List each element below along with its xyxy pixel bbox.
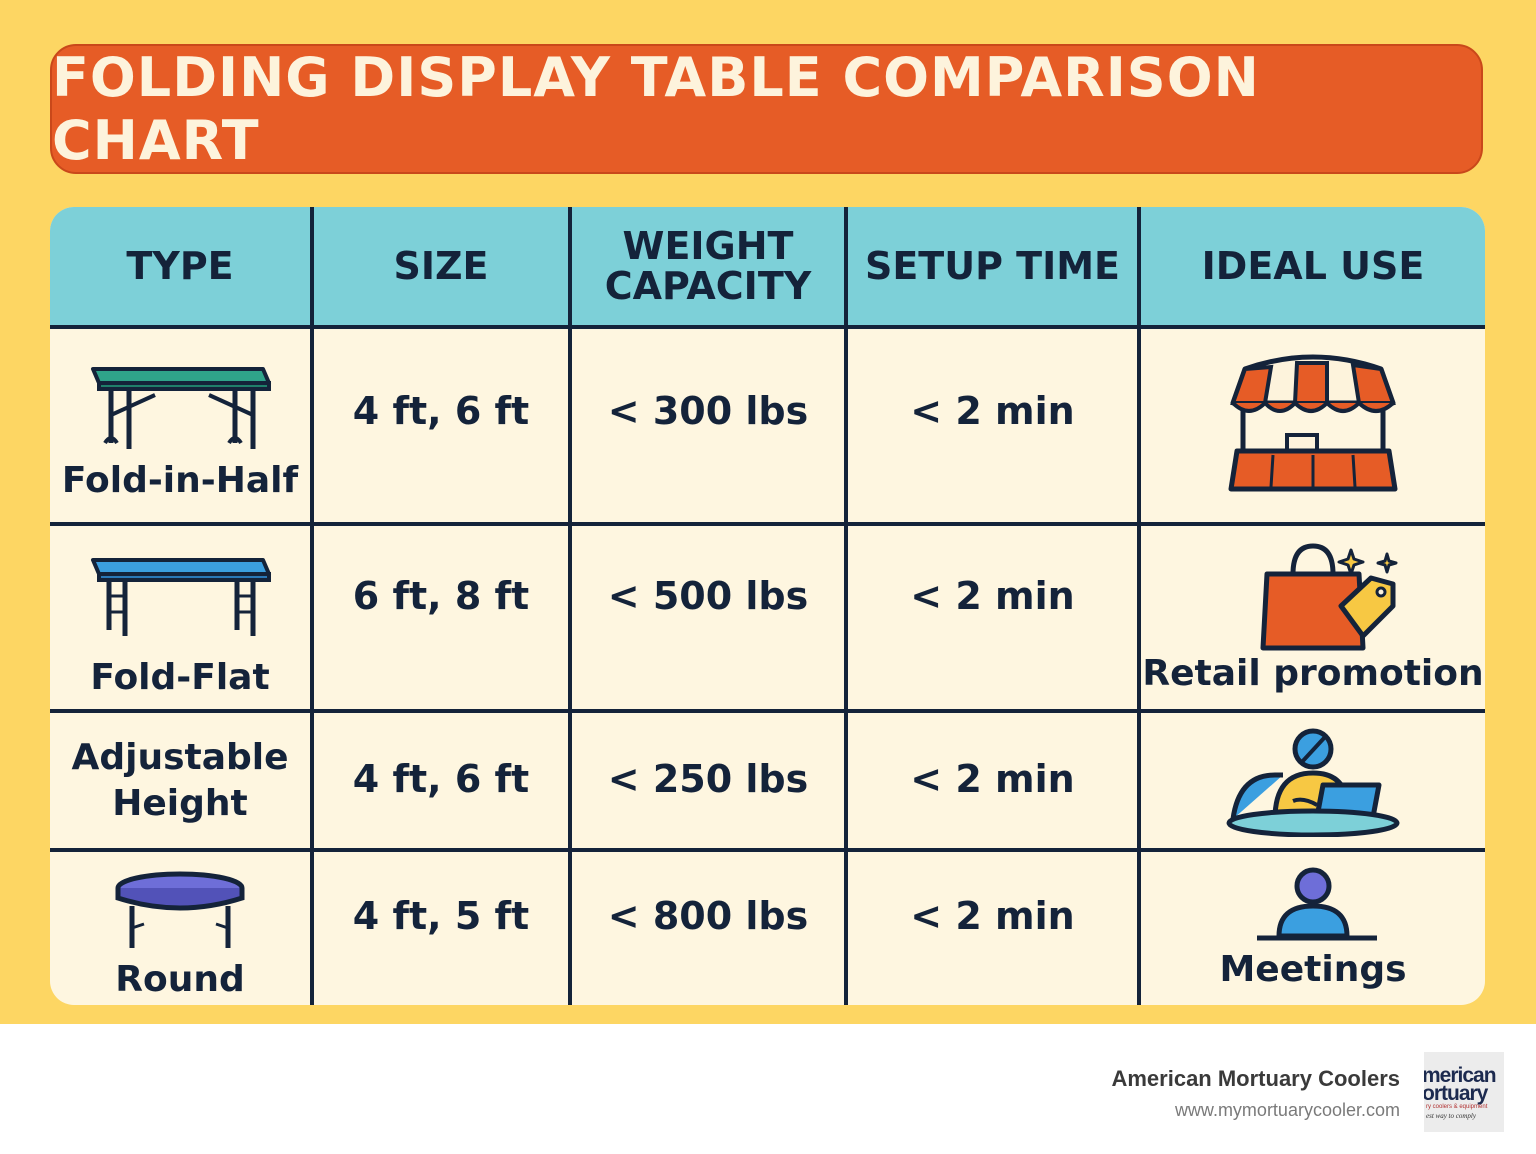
setup-cell: < 2 min — [844, 848, 1141, 1005]
type-cell: Fold-in-Half — [50, 325, 314, 526]
comparison-table: TYPE SIZE WEIGHT CAPACITY SETUP TIME IDE… — [50, 207, 1485, 1005]
table-row: Adjustable Height 4 ft, 6 ft < 250 lbs <… — [50, 709, 1485, 852]
setup-value: < 2 min — [910, 389, 1075, 433]
use-cell: Retail promotion — [1137, 522, 1485, 713]
weight-value: < 500 lbs — [607, 574, 809, 618]
logo-line-4: est way to comply — [1426, 1112, 1476, 1120]
weight-cell: < 800 lbs — [568, 848, 848, 1005]
size-cell: 6 ft, 8 ft — [310, 522, 572, 713]
infographic-poster: FOLDING DISPLAY TABLE COMPARISON CHART T… — [0, 0, 1536, 1024]
brand-url[interactable]: www.mymortuarycooler.com — [1174, 1100, 1400, 1120]
shopping-bag-tag-icon — [1260, 543, 1398, 651]
size-value: 4 ft, 6 ft — [352, 757, 530, 801]
header-ideal-use: IDEAL USE — [1137, 207, 1485, 329]
header-weight-capacity-text: WEIGHT CAPACITY — [604, 224, 812, 308]
header-setup-time: SETUP TIME — [844, 207, 1141, 329]
weight-value: < 250 lbs — [607, 757, 809, 801]
type-cell: Round — [50, 848, 314, 1005]
brand-name: American Mortuary Coolers — [1111, 1066, 1400, 1091]
size-cell: 4 ft, 5 ft — [310, 848, 572, 1005]
header-type: TYPE — [50, 207, 314, 329]
table-row: Round 4 ft, 5 ft < 800 lbs < 2 min Meeti… — [50, 848, 1485, 1005]
type-label: Fold-in-Half — [61, 460, 299, 501]
weight-cell: < 300 lbs — [568, 325, 848, 526]
type-cell: Adjustable Height — [50, 709, 314, 852]
weight-value: < 800 lbs — [607, 894, 809, 938]
size-cell: 4 ft, 6 ft — [310, 709, 572, 852]
weight-cell: < 250 lbs — [568, 709, 848, 852]
setup-cell: < 2 min — [844, 709, 1141, 852]
logo-line-3: ry coolers & equipment — [1426, 1104, 1488, 1110]
weight-cell: < 500 lbs — [568, 522, 848, 713]
ideal-use-label: Retail promotion — [1142, 653, 1484, 694]
header-size: SIZE — [310, 207, 572, 329]
blue-folding-table-icon — [91, 558, 271, 636]
use-cell — [1137, 709, 1485, 852]
logo-line-2: ortuary — [1424, 1082, 1488, 1105]
round-table-icon — [115, 871, 245, 948]
type-label: Round — [115, 959, 245, 1000]
header-weight-capacity: WEIGHT CAPACITY — [568, 207, 848, 329]
size-value: 4 ft, 5 ft — [352, 894, 530, 938]
setup-value: < 2 min — [910, 574, 1075, 618]
ideal-use-label: Meetings — [1219, 949, 1407, 990]
setup-value: < 2 min — [910, 757, 1075, 801]
type-cell: Fold-Flat — [50, 522, 314, 713]
teal-folding-table-icon — [91, 367, 271, 449]
person-laptop-icon — [1226, 728, 1400, 837]
use-cell: Meetings — [1137, 848, 1485, 1005]
setup-cell: < 2 min — [844, 325, 1141, 526]
table-row: Fold-Flat 6 ft, 8 ft < 500 lbs < 2 min — [50, 522, 1485, 713]
setup-cell: < 2 min — [844, 522, 1141, 713]
person-at-table-icon — [1257, 867, 1377, 941]
setup-value: < 2 min — [910, 894, 1075, 938]
market-stall-icon — [1228, 354, 1398, 492]
title-banner: FOLDING DISPLAY TABLE COMPARISON CHART — [50, 44, 1483, 174]
use-cell — [1137, 325, 1485, 526]
header-row: TYPE SIZE WEIGHT CAPACITY SETUP TIME IDE… — [50, 207, 1485, 329]
size-value: 6 ft, 8 ft — [352, 574, 530, 618]
size-cell: 4 ft, 6 ft — [310, 325, 572, 526]
table-row: Fold-in-Half 4 ft, 6 ft < 300 lbs < 2 mi… — [50, 325, 1485, 526]
size-value: 4 ft, 6 ft — [352, 389, 530, 433]
weight-value: < 300 lbs — [607, 389, 809, 433]
company-logo: merican ortuary ry coolers & equipment e… — [1424, 1052, 1504, 1132]
logo-line-1: merican — [1424, 1064, 1497, 1087]
type-label: Adjustable Height — [71, 737, 289, 824]
type-label: Fold-Flat — [90, 657, 270, 698]
footer-brand: American Mortuary Coolers www.mymortuary… — [1111, 1066, 1400, 1121]
page-title: FOLDING DISPLAY TABLE COMPARISON CHART — [52, 46, 1260, 172]
